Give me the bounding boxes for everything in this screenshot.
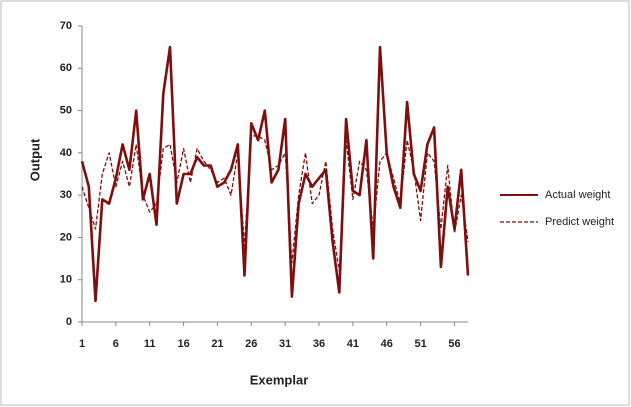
- x-axis-title: Exemplar: [250, 372, 309, 387]
- x-tick-label: 41: [347, 338, 359, 350]
- series-line: [81, 135, 469, 272]
- y-tick-label: 70: [60, 20, 72, 32]
- y-tick-label: 0: [66, 316, 72, 328]
- y-tick-label: 10: [60, 274, 72, 286]
- x-tick-label: 26: [245, 338, 257, 350]
- y-tick-label: 20: [60, 231, 72, 243]
- y-tick-label: 40: [60, 147, 72, 159]
- y-tick-label: 30: [60, 189, 72, 201]
- x-tick-label: 51: [414, 338, 426, 350]
- x-tick-label: 16: [177, 338, 189, 350]
- x-tick-label: 11: [144, 338, 156, 350]
- y-tick-label: 60: [60, 62, 72, 74]
- x-tick-label: 36: [313, 338, 325, 350]
- x-tick-label: 1: [79, 338, 85, 350]
- legend-label: Actual weight: [545, 189, 610, 201]
- x-tick-label: 31: [279, 338, 291, 350]
- x-tick-label: 6: [113, 338, 119, 350]
- y-tick-label: 50: [60, 104, 72, 116]
- x-tick-label: 46: [381, 338, 393, 350]
- legend-label: Predict weight: [545, 216, 614, 228]
- x-tick-label: 56: [448, 338, 460, 350]
- series-line: [80, 45, 470, 303]
- x-tick-label: 21: [211, 338, 223, 350]
- y-axis-title: Output: [27, 138, 42, 181]
